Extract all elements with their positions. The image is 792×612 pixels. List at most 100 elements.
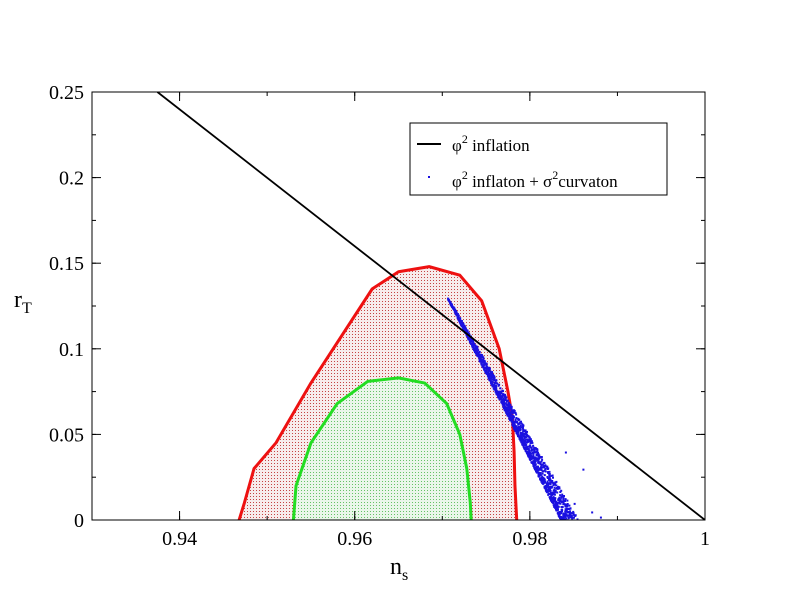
scatter-point <box>521 441 524 444</box>
scatter-point <box>454 310 457 313</box>
scatter-point <box>540 469 543 471</box>
scatter-point <box>553 505 556 508</box>
scatter-point <box>534 461 537 464</box>
scatter-point <box>472 344 475 347</box>
scatter-point <box>567 516 570 519</box>
scatter-point <box>546 477 549 479</box>
scatter-point <box>530 441 533 444</box>
scatter-point <box>572 510 575 513</box>
scatter-point <box>517 429 519 432</box>
scatter-point <box>462 328 465 331</box>
scatter-point <box>478 357 481 360</box>
scatter-point <box>476 353 478 356</box>
scatter-point <box>518 421 521 424</box>
scatter-point <box>472 339 474 342</box>
scatter-point <box>534 447 537 450</box>
scatter-point <box>504 395 507 398</box>
scatter-point <box>507 414 509 417</box>
scatter-point <box>472 345 475 348</box>
scatter-point <box>491 385 494 388</box>
scatter-point <box>559 498 562 501</box>
scatter-point <box>541 470 544 473</box>
scatter-point <box>591 511 594 514</box>
scatter-point <box>555 484 558 487</box>
scatter-point <box>537 457 540 460</box>
scatter-point <box>502 397 505 400</box>
scatter-point <box>513 427 516 430</box>
y-tick-label: 0.15 <box>49 253 84 275</box>
scatter-point <box>539 477 542 480</box>
scatter-point <box>520 426 523 429</box>
scatter-point <box>451 306 454 309</box>
scatter-point <box>487 366 490 369</box>
scatter-point <box>551 493 554 496</box>
scatter-point <box>574 514 577 517</box>
scatter-point <box>561 493 564 496</box>
scatter-point <box>553 493 556 496</box>
scatter-point <box>450 304 453 307</box>
scatter-point <box>535 465 538 468</box>
scatter-point <box>530 461 533 464</box>
scatter-point <box>452 307 455 310</box>
scatter-point <box>560 518 562 520</box>
scatter-point <box>507 410 510 413</box>
scatter-point <box>519 424 522 427</box>
scatter-point <box>461 323 464 326</box>
scatter-point <box>491 383 494 386</box>
scatter-point <box>468 336 471 339</box>
scatter-point <box>545 491 548 494</box>
legend-entry-phi2-inflation: φ2 inflation <box>452 132 530 155</box>
scatter-point <box>538 454 541 457</box>
scatter-point <box>538 472 541 475</box>
scatter-point <box>528 456 531 459</box>
scatter-point <box>521 443 524 446</box>
scatter-point <box>512 417 515 420</box>
scatter-point <box>478 355 481 358</box>
scatter-point <box>515 432 518 435</box>
scatter-point <box>529 440 532 443</box>
scatter-point <box>564 451 567 454</box>
scatter-point <box>541 458 544 461</box>
scatter-point <box>504 409 507 412</box>
scatter-point <box>473 349 476 351</box>
scatter-point <box>533 458 536 461</box>
x-tick-label: 1 <box>700 528 710 550</box>
scatter-point <box>510 407 513 410</box>
scatter-point <box>535 453 538 456</box>
scatter-point <box>556 509 559 512</box>
scatter-point <box>516 430 519 433</box>
scatter-point <box>525 438 528 441</box>
scatter-point <box>554 499 557 501</box>
scatter-point <box>496 390 499 393</box>
scatter-point <box>480 362 483 365</box>
scatter-point <box>503 402 506 405</box>
contour-68-fill <box>293 377 472 520</box>
scatter-point <box>561 495 564 498</box>
scatter-point <box>471 342 474 345</box>
scatter-point <box>549 497 552 500</box>
scatter-point <box>547 471 549 474</box>
scatter-point <box>478 351 481 353</box>
scatter-point <box>569 516 572 519</box>
scatter-point <box>525 436 528 439</box>
scatter-point <box>517 434 520 437</box>
scatter-point <box>501 394 504 397</box>
scatter-point <box>526 434 529 437</box>
scatter-point <box>533 451 536 453</box>
scatter-point <box>497 396 500 399</box>
scatter-point <box>539 466 542 469</box>
scatter-point <box>517 425 520 428</box>
scatter-point <box>565 509 568 512</box>
scatter-point <box>532 465 535 467</box>
scatter-point <box>536 470 539 473</box>
scatter-point <box>518 418 521 421</box>
scatter-point <box>566 514 568 517</box>
scatter-point <box>499 387 502 390</box>
scatter-point <box>486 371 489 374</box>
scatter-point <box>541 472 544 475</box>
scatter-point <box>532 448 535 451</box>
scatter-point <box>565 517 568 520</box>
scatter-point <box>514 411 517 414</box>
scatter-point <box>562 499 565 502</box>
scatter-point <box>527 435 530 438</box>
